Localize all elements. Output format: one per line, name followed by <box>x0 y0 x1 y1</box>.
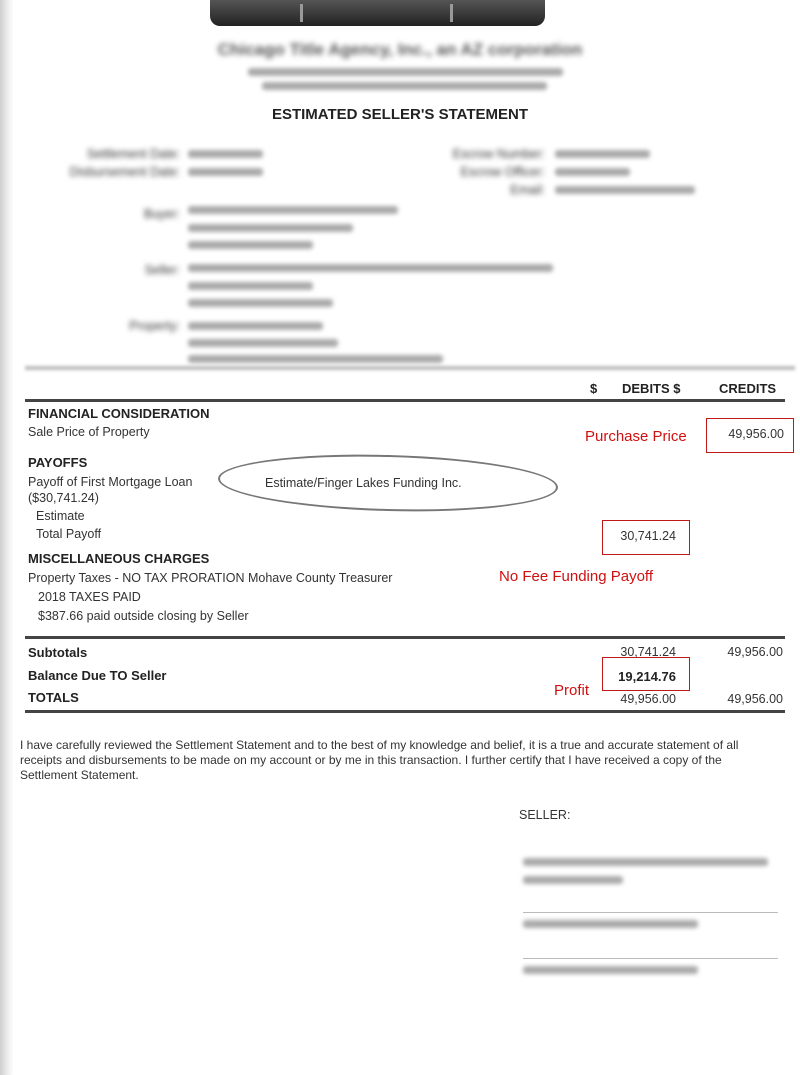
col-dollar: $ <box>590 381 598 396</box>
seller-label: SELLER: <box>519 808 571 822</box>
divider <box>25 636 785 639</box>
payoff-annotation: No Fee Funding Payoff <box>499 568 653 585</box>
payoffs-heading: PAYOFFS <box>28 455 88 470</box>
misc-line: 2018 TAXES PAID <box>38 590 141 604</box>
scan-shadow <box>0 0 14 1075</box>
divider <box>25 399 785 402</box>
totals-credit: 49,956.00 <box>727 692 783 706</box>
total-payoff-label: Total Payoff <box>36 527 102 541</box>
sale-price-credit: 49,956.00 <box>728 427 784 441</box>
highlight-box <box>602 657 690 691</box>
lender-note: Estimate/Finger Lakes Funding Inc. <box>265 476 462 490</box>
purchase-price-annotation: Purchase Price <box>585 428 687 445</box>
info-labels-left: Settlement Date: Disbursement Date: Buyer… <box>69 147 180 333</box>
sale-price-label: Sale Price of Property <box>28 425 150 439</box>
payoff-line: Payoff of First Mortgage Loan <box>28 475 193 489</box>
balance-debit: 19,214.76 <box>618 669 676 684</box>
highlight-box <box>602 520 690 555</box>
col-credits: CREDITS <box>719 381 777 396</box>
totals-label: TOTALS <box>28 690 79 705</box>
info-labels-right: Escrow Number: Escrow Officer: Email: <box>452 147 545 197</box>
total-payoff-debit: 30,741.24 <box>620 529 676 543</box>
financial-heading: FINANCIAL CONSIDERATION <box>28 406 210 421</box>
certification-text: I have carefully reviewed the Settlement… <box>20 738 739 782</box>
divider <box>25 710 785 713</box>
profit-annotation: Profit <box>554 682 590 699</box>
col-debits: DEBITS $ <box>622 381 681 396</box>
statement-title: ESTIMATED SELLER'S STATEMENT <box>271 106 529 123</box>
misc-line: $387.66 paid outside closing by Seller <box>38 609 249 623</box>
company-name: Chicago Title Agency, Inc., an AZ corpor… <box>217 40 583 59</box>
highlight-box <box>706 418 794 453</box>
binder-clip <box>210 0 545 26</box>
subtotals-credit: 49,956.00 <box>727 645 783 659</box>
totals-debit: 49,956.00 <box>620 692 676 706</box>
payoff-amount: ($30,741.24) <box>28 491 99 505</box>
misc-line: Property Taxes - NO TAX PRORATION Mohave… <box>28 571 393 585</box>
subtotals-label: Subtotals <box>28 645 88 660</box>
payoff-estimate: Estimate <box>36 509 85 523</box>
subtotals-debit: 30,741.24 <box>620 645 676 659</box>
misc-heading: MISCELLANEOUS CHARGES <box>28 551 210 566</box>
balance-label: Balance Due TO Seller <box>28 668 167 683</box>
